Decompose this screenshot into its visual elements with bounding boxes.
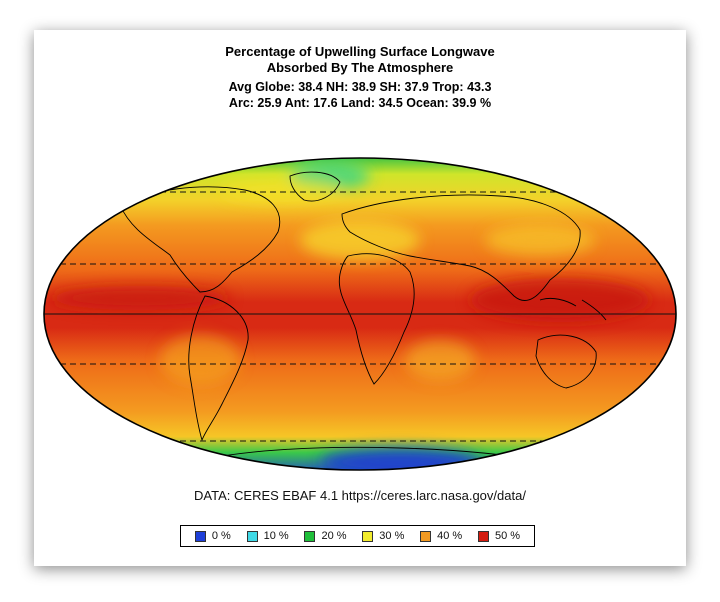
legend-label: 10 % xyxy=(263,530,289,542)
title-block: Percentage of Upwelling Surface Longwave… xyxy=(34,44,686,111)
stats-line1: Avg Globe: 38.4 NH: 38.9 SH: 37.9 Trop: … xyxy=(228,80,492,94)
legend-item: 0 % xyxy=(194,530,231,542)
legend-item: 50 % xyxy=(477,530,521,542)
legend: 0 % 10 % 20 % 30 % 40 % 50 % xyxy=(180,525,535,547)
legend-label: 0 % xyxy=(211,530,231,542)
legend-item: 30 % xyxy=(362,530,404,542)
legend-swatch xyxy=(246,530,258,542)
map-title-line2: Absorbed By The Atmosphere xyxy=(266,60,454,75)
stats-line2: Arc: 25.9 Ant: 17.6 Land: 34.5 Ocean: 39… xyxy=(228,96,492,110)
legend-item: 20 % xyxy=(304,530,347,542)
legend-swatch xyxy=(362,530,374,542)
legend-label: 40 % xyxy=(437,530,463,542)
legend-item: 40 % xyxy=(420,530,462,542)
legend-item: 10 % xyxy=(246,530,289,542)
legend-label: 20 % xyxy=(321,530,347,542)
legend-label: 30 % xyxy=(379,530,405,542)
legend-swatch xyxy=(304,530,316,542)
data-source-note: DATA: CERES EBAF 4.1 https://ceres.larc.… xyxy=(194,488,526,503)
map-fill xyxy=(44,158,676,470)
legend-swatch xyxy=(420,530,432,542)
legend-label: 50 % xyxy=(494,530,521,542)
map-title-line1: Percentage of Upwelling Surface Longwave xyxy=(225,44,495,59)
legend-swatch xyxy=(477,530,489,542)
legend-swatch xyxy=(194,530,206,542)
globe-outline xyxy=(43,157,677,471)
